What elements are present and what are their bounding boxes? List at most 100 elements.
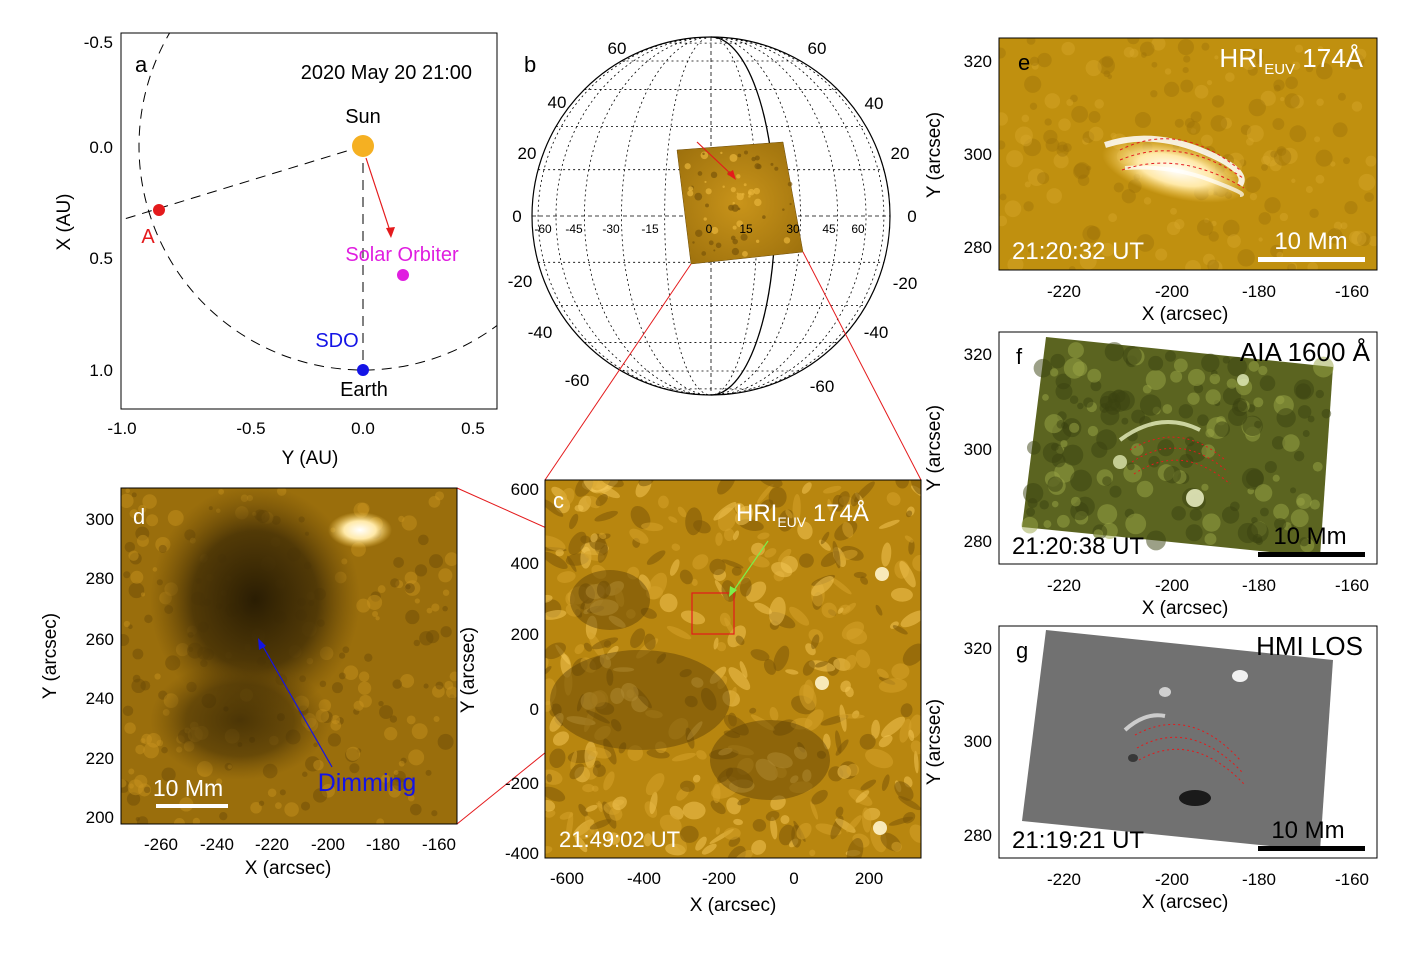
panel-e: e HRIEUV 174Å 21:20:32 UT 10 Mm -220 -20… [924, 37, 1378, 325]
panel-g-frame [998, 625, 1378, 859]
d-ytick-5: 200 [86, 808, 114, 827]
connector-b-c-right [802, 251, 922, 481]
earth-marker [357, 364, 369, 376]
panel-g-image [1022, 630, 1333, 851]
a-ytick-2: 0.5 [89, 249, 113, 268]
a-marker [153, 204, 165, 216]
a-xtick-3: 0.5 [461, 419, 485, 438]
panel-c-frame [544, 479, 922, 859]
panel-f-frame [998, 331, 1378, 565]
longitude-line [710, 37, 838, 395]
d-xtick-3: -200 [311, 835, 345, 854]
connector-b-c-left [544, 263, 692, 481]
panel-d: d Dimming 10 Mm -260 -240 -220 -200 -180… [40, 487, 458, 879]
fov-arrowhead [727, 170, 736, 180]
d-ytick-0: 300 [86, 510, 114, 529]
b-lat-right-1: 40 [865, 94, 884, 113]
f-xlabel: X (arcsec) [1142, 598, 1229, 619]
c-ytick-3: 0 [530, 700, 539, 719]
solar-orbiter-marker [397, 269, 409, 281]
c-xlabel: X (arcsec) [690, 895, 777, 916]
sun-orbiter-arrowhead [386, 227, 395, 238]
sun-marker [352, 135, 374, 157]
f-ytick-1: 300 [964, 440, 992, 459]
longitude-line [710, 37, 758, 395]
e-ylabel: Y (arcsec) [924, 112, 945, 198]
c-ytick-2: 200 [511, 625, 539, 644]
b-lat-right-4: -20 [893, 274, 918, 293]
c-ytick-1: 400 [511, 554, 539, 573]
d-xtick-4: -180 [366, 835, 400, 854]
b-lat-right-0: 60 [808, 39, 827, 58]
panel-c-zoom-box [691, 592, 735, 635]
panel-a-letter: a [135, 52, 148, 77]
c-ytick-4: -200 [505, 774, 539, 793]
c-xtick-3: 0 [789, 869, 798, 888]
b-lon-3: -15 [641, 222, 659, 236]
b-lat-right-5: -40 [864, 323, 889, 342]
b-lat-left-0: 60 [608, 39, 627, 58]
panel-f: f AIA 1600 Å 21:20:38 UT 10 Mm -220 -200… [924, 331, 1378, 619]
e-xtick-1: -200 [1155, 282, 1189, 301]
b-lon-0: -60 [534, 222, 552, 236]
a-ytick-0: -0.5 [84, 33, 113, 52]
panel-f-letter: f [1016, 344, 1023, 369]
longitude-line [664, 37, 712, 395]
dimming-label: Dimming [318, 769, 417, 797]
panel-g-scale-label: 10 Mm [1271, 817, 1344, 844]
panel-d-scale-bar [156, 804, 228, 808]
a-ytick-3: 1.0 [89, 361, 113, 380]
c-ylabel: Y (arcsec) [458, 627, 479, 713]
e-ytick-1: 300 [964, 145, 992, 164]
f-xtick-0: -220 [1047, 576, 1081, 595]
d-ytick-4: 220 [86, 749, 114, 768]
e-xtick-2: -180 [1242, 282, 1276, 301]
sun-orbiter-arrow [365, 157, 392, 235]
panel-e-frame [998, 37, 1378, 271]
b-lon-6: 30 [786, 222, 800, 236]
e-ytick-2: 280 [964, 238, 992, 257]
b-lat-left-1: 40 [548, 93, 567, 112]
c-xtick-2: -200 [702, 869, 736, 888]
g-ytick-1: 300 [964, 732, 992, 751]
d-ytick-3: 240 [86, 689, 114, 708]
panel-a-frame [120, 32, 498, 410]
b-lon-8: 60 [851, 222, 865, 236]
f-ylabel: Y (arcsec) [924, 405, 945, 491]
b-lat-right-2: 20 [891, 144, 910, 163]
e-xlabel: X (arcsec) [1142, 304, 1229, 325]
a-xlabel: Y (AU) [282, 448, 339, 469]
panel-f-title: AIA 1600 Å [1240, 337, 1371, 367]
b-lat-right-6: -60 [810, 377, 835, 396]
d-xtick-2: -220 [255, 835, 289, 854]
hri-fov-patch [676, 141, 804, 265]
panel-g-scale-bar [1258, 846, 1365, 851]
panel-d-scale-label: 10 Mm [153, 775, 223, 801]
b-lat-right-3: 0 [907, 207, 916, 226]
panel-g-time: 21:19:21 UT [1012, 827, 1144, 854]
b-lon-2: -30 [602, 222, 620, 236]
earth-label: Earth [340, 379, 388, 401]
longitude-line [555, 37, 712, 395]
longitude-line [584, 37, 712, 395]
e-xtick-0: -220 [1047, 282, 1081, 301]
panel-d-frame [120, 487, 458, 825]
b-lat-left-6: -60 [565, 371, 590, 390]
dimming-region [150, 488, 360, 715]
g-ytick-0: 320 [964, 639, 992, 658]
d-xtick-5: -160 [422, 835, 456, 854]
a-ylabel: X (AU) [54, 194, 75, 251]
d-xtick-1: -240 [200, 835, 234, 854]
panel-a-date: 2020 May 20 21:00 [301, 62, 472, 84]
d-xlabel: X (arcsec) [245, 858, 332, 879]
b-lat-left-3: 0 [512, 207, 521, 226]
panel-c-title: HRIEUV 174Å [736, 499, 869, 530]
a-ytick-1: 0.0 [89, 138, 113, 157]
f-ytick-2: 280 [964, 532, 992, 551]
f-xtick-1: -200 [1155, 576, 1189, 595]
panel-e-title: HRIEUV 174Å [1219, 43, 1363, 78]
solar-orbiter-label: Solar Orbiter [345, 244, 459, 266]
flare-brightening [328, 512, 392, 548]
longitude-line [710, 37, 801, 395]
